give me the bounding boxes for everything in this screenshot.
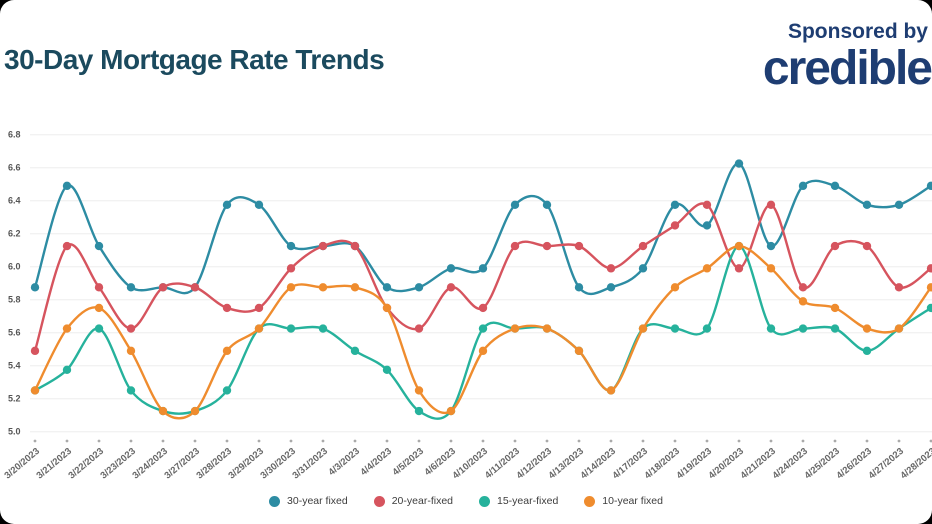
sponsored-by-text: Sponsored by — [787, 20, 928, 43]
svg-text:5.2: 5.2 — [8, 394, 21, 404]
y-axis-labels: 5.0 5.2 5.4 5.6 5.8 6.0 6.2 6.4 6.6 6.8 — [8, 130, 21, 437]
legend-dot-icon — [269, 495, 281, 507]
legend-dot-icon — [479, 495, 490, 507]
chart-legend: 30-year fixed 20-year-fixed 15-year-fixe… — [0, 495, 932, 507]
x-axis-ticks — [33, 439, 932, 443]
svg-text:6.6: 6.6 — [8, 163, 21, 173]
svg-text:5.4: 5.4 — [8, 361, 21, 371]
legend-item-20-year-fixed[interactable]: 20-year-fixed — [373, 495, 453, 507]
svg-text:6.2: 6.2 — [8, 229, 21, 239]
svg-text:6.0: 6.0 — [8, 262, 21, 272]
svg-text:6.4: 6.4 — [8, 196, 21, 206]
sponsor-block: Sponsored by credible — [762, 20, 932, 95]
legend-label: 15-year-fixed — [497, 495, 559, 507]
svg-text:3/31/2023: 3/31/2023 — [290, 446, 329, 482]
svg-text:5.0: 5.0 — [8, 427, 21, 437]
legend-dot-icon — [373, 495, 385, 507]
series-10-year-fixed — [30, 241, 932, 420]
svg-text:5.8: 5.8 — [8, 295, 21, 305]
x-axis-labels: 3/20/20233/21/20233/22/20233/23/20233/24… — [2, 446, 932, 482]
svg-text:4/10/2023: 4/10/2023 — [450, 446, 489, 482]
svg-text:4/28/2023: 4/28/2023 — [898, 446, 932, 482]
legend-label: 30-year fixed — [287, 495, 348, 507]
page-title: 30-Day Mortgage Rate Trends — [4, 44, 385, 75]
y-gridlines — [30, 134, 932, 433]
svg-text:6.8: 6.8 — [8, 130, 21, 140]
legend-item-30-year-fixed[interactable]: 30-year fixed — [269, 495, 348, 507]
legend-label: 20-year-fixed — [391, 495, 453, 507]
series-30-year-fixed — [30, 159, 932, 296]
series-20-year-fixed — [30, 200, 932, 356]
credible-logo: credible — [762, 42, 932, 95]
legend-label: 10-year fixed — [602, 495, 663, 507]
svg-text:4/5/2023: 4/5/2023 — [391, 446, 426, 478]
svg-text:4/4/2023: 4/4/2023 — [359, 446, 394, 478]
svg-text:4/3/2023: 4/3/2023 — [327, 446, 362, 478]
legend-item-10-year-fixed[interactable]: 10-year fixed — [584, 495, 663, 507]
legend-item-15-year-fixed[interactable]: 15-year-fixed — [479, 495, 558, 507]
svg-text:5.6: 5.6 — [8, 328, 21, 338]
legend-dot-icon — [584, 495, 596, 507]
